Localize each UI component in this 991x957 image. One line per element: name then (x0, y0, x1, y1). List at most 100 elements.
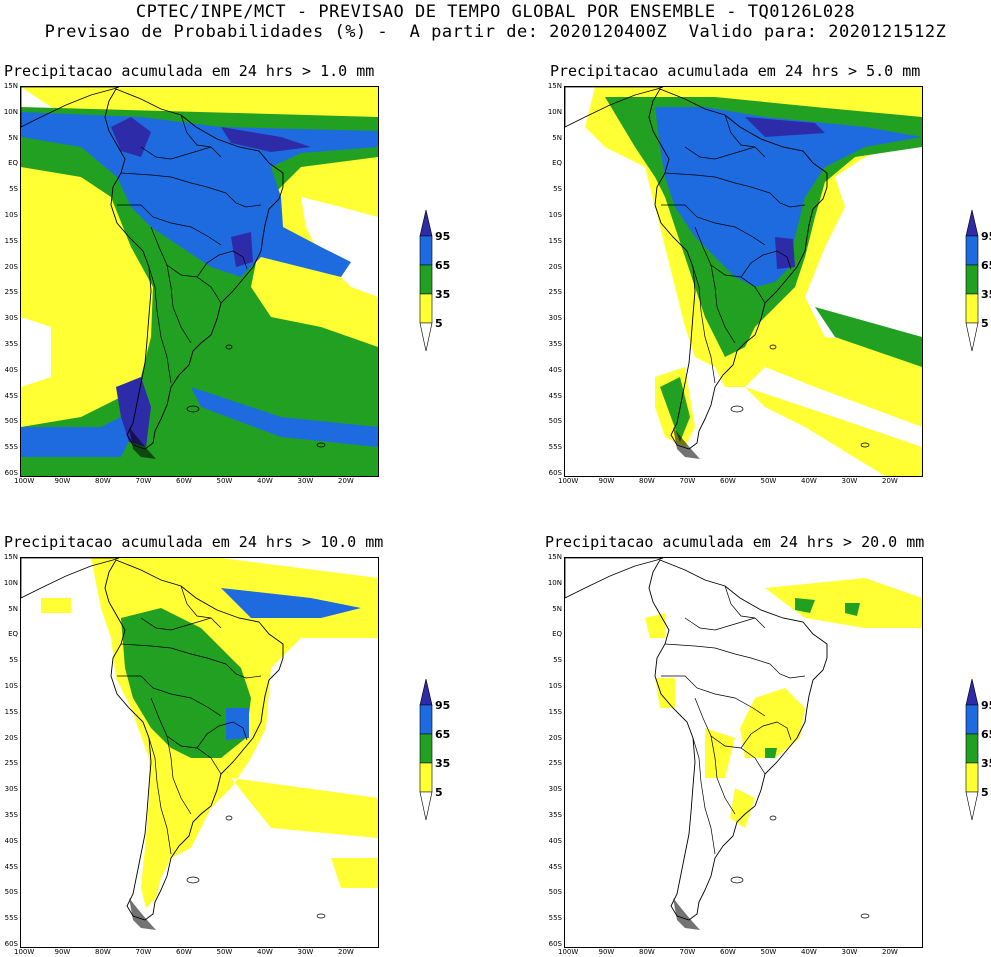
lon-tick-label: 80W (639, 477, 655, 485)
country-border (740, 721, 792, 749)
map-panel-1 (20, 86, 379, 477)
lat-tick-label: 60S (548, 469, 562, 477)
colorbar-label: 5 (981, 786, 989, 799)
map-panel-2 (564, 86, 923, 477)
lon-tick-label: 50W (216, 948, 233, 956)
colorbar-segment-low (965, 322, 979, 352)
lat-tick-label: 45S (4, 862, 18, 871)
colorbar-segment-low (419, 791, 433, 821)
island (186, 405, 200, 413)
lat-tick-label: 5S (9, 656, 18, 665)
colorbar-label: 95 (981, 230, 991, 243)
country-border (180, 114, 222, 158)
lat-tick-label: 20S (4, 733, 18, 742)
lat-tick-label: 15N (547, 553, 562, 561)
lon-tick-label: 70W (135, 477, 152, 485)
country-border (694, 226, 766, 304)
colorbar-svg (965, 209, 979, 352)
lon-tick-label: 20W (338, 948, 354, 956)
colorbar-4: 95 65 35 5 (963, 677, 991, 827)
lat-tick-label: 5S (553, 656, 562, 665)
lat-tick-label: EQ (8, 630, 18, 639)
lat-tick-label: 25S (4, 759, 18, 768)
lat-tick-label: 15N (547, 82, 562, 90)
country-border (150, 226, 222, 304)
patagonia-islands (673, 427, 700, 459)
country-border (692, 266, 716, 384)
lat-tick-label: 5S (9, 185, 18, 194)
map-svg-4 (565, 558, 922, 930)
probability-field-c65 (221, 588, 361, 740)
colorbar-segment-c5 (419, 762, 433, 793)
lat-tick-label: 15N (3, 553, 18, 561)
coastline (648, 559, 828, 921)
country-border (148, 737, 172, 855)
central-america-outline (21, 87, 120, 128)
lat-tick-label: 35S (548, 340, 562, 348)
colorbar-segment-c65 (419, 704, 433, 735)
country-border (684, 617, 756, 631)
colorbar-label: 65 (981, 728, 991, 741)
lon-tick-label: 70W (679, 477, 696, 485)
panel-title-4: Precipitacao acumulada em 24 hrs > 20.0 … (545, 533, 925, 551)
lon-tick-label: 100W (558, 948, 579, 956)
lon-tick-label: 20W (882, 477, 898, 485)
lat-tick-label: 25S (548, 288, 562, 297)
probability-field-c35 (765, 598, 860, 758)
lat-tick-label: 40S (4, 365, 18, 374)
lon-tick-label: 70W (135, 948, 152, 956)
chart-title: CPTEC/INPE/MCT - PREVISAO DE TEMPO GLOBA… (135, 2, 856, 22)
lat-tick-label: EQ (552, 159, 562, 168)
map-svg-2 (565, 87, 922, 476)
lat-tick-label: 30S (548, 785, 562, 794)
colorbar-label: 35 (435, 757, 451, 770)
lat-tick-label: 40S (548, 836, 562, 845)
lat-tick-label: 15N (3, 82, 18, 90)
lat-tick-label: EQ (8, 159, 18, 168)
lon-tick-label: 90W (598, 477, 615, 485)
island (225, 344, 233, 350)
lon-tick-label: 20W (338, 477, 354, 485)
lon-tick-label: 100W (14, 948, 35, 956)
country-border (120, 643, 227, 665)
patagonia-islands (673, 898, 700, 930)
lat-tick-label: 60S (4, 469, 18, 477)
colorbar-segment-c95 (965, 678, 979, 706)
central-america-outline (21, 558, 120, 599)
colorbar-label: 95 (435, 230, 451, 243)
island (186, 876, 200, 884)
colorbar-label: 65 (435, 259, 451, 272)
lat-tick-label: 55S (4, 914, 18, 923)
lat-tick-label: 5N (552, 604, 562, 613)
country-border (769, 663, 806, 679)
country-border (710, 264, 736, 344)
lat-tick-label: 15S (548, 707, 562, 716)
colorbar-segment-c95 (419, 678, 433, 706)
colorbar-segment-c35 (419, 733, 433, 764)
probability-field-c65 (655, 107, 922, 287)
lat-tick-label: 50S (548, 417, 562, 426)
country-border (166, 264, 192, 344)
panel-title-2: Precipitacao acumulada em 24 hrs > 5.0 m… (550, 62, 921, 80)
colorbar-label: 65 (981, 259, 991, 272)
lat-tick-label: 25S (548, 759, 562, 768)
country-border (196, 250, 248, 278)
lon-tick-label: 100W (558, 477, 579, 485)
colorbar-label: 35 (981, 757, 991, 770)
country-border (664, 172, 771, 194)
lat-tick-label: 20S (4, 262, 18, 271)
island (316, 913, 326, 919)
lat-tick-label: 55S (4, 443, 18, 452)
probability-field-c35 (121, 608, 251, 758)
country-border (684, 146, 756, 160)
island (860, 913, 870, 919)
lat-tick-label: 55S (548, 914, 562, 923)
colorbar-1: 95 65 35 5 (417, 208, 477, 358)
colorbar-segment-low (965, 791, 979, 821)
country-border (196, 721, 248, 749)
colorbar-segment-c65 (419, 235, 433, 266)
colorbar-label: 65 (435, 728, 451, 741)
lat-tick-label: 45S (548, 391, 562, 400)
lon-tick-label: 60W (176, 948, 192, 956)
colorbar-svg (965, 678, 979, 821)
